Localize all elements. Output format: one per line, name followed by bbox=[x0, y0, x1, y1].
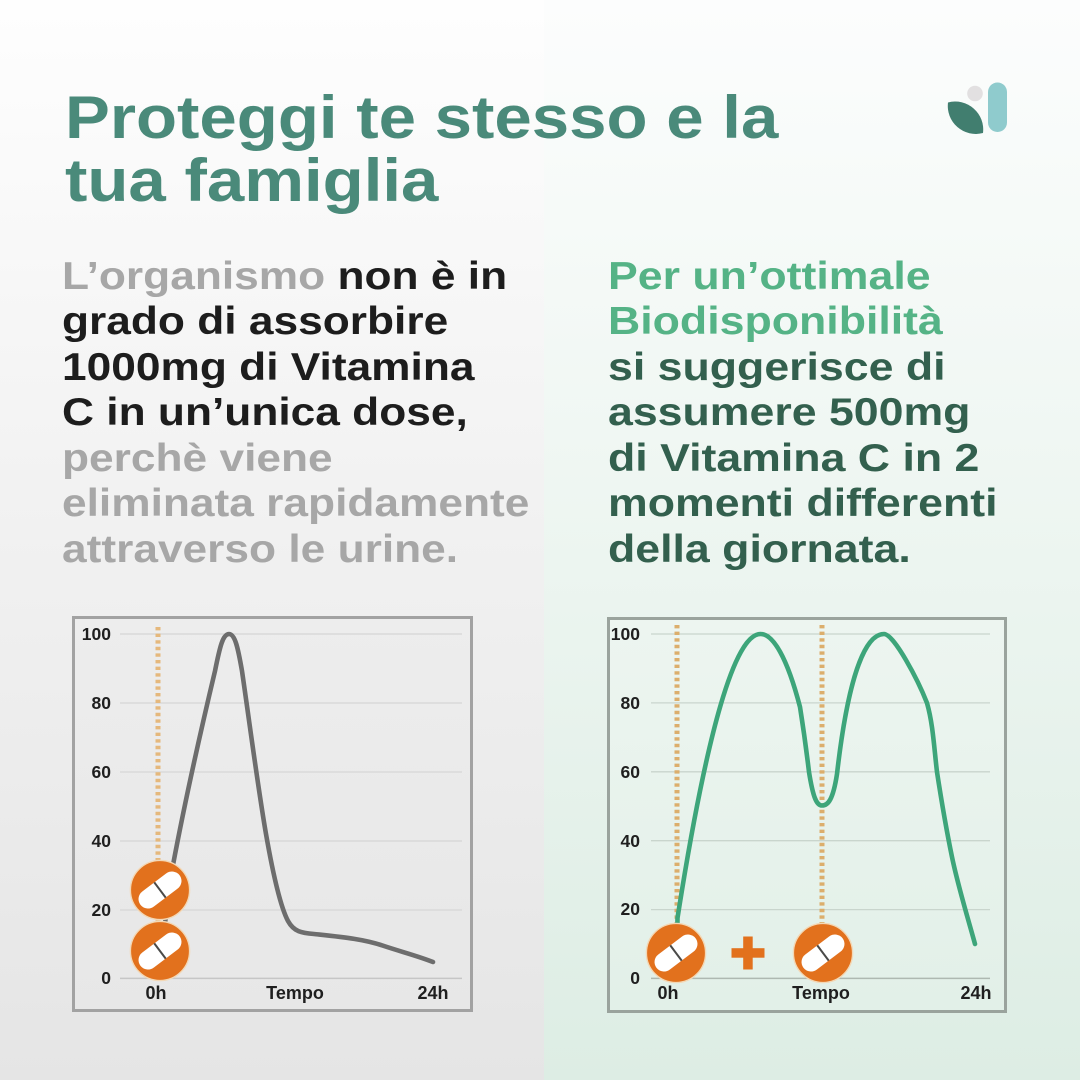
svg-text:24h: 24h bbox=[960, 983, 991, 1003]
svg-text:80: 80 bbox=[621, 693, 641, 713]
svg-text:60: 60 bbox=[92, 762, 112, 782]
svg-text:24h: 24h bbox=[417, 983, 448, 1003]
svg-text:100: 100 bbox=[611, 624, 640, 644]
svg-text:20: 20 bbox=[621, 899, 641, 919]
svg-text:0h: 0h bbox=[657, 983, 678, 1003]
svg-text:100: 100 bbox=[82, 624, 111, 644]
svg-text:20: 20 bbox=[92, 900, 112, 920]
svg-text:Tempo: Tempo bbox=[792, 983, 850, 1003]
svg-text:80: 80 bbox=[92, 693, 112, 713]
svg-text:0: 0 bbox=[101, 968, 111, 988]
svg-text:0h: 0h bbox=[145, 983, 166, 1003]
svg-text:40: 40 bbox=[92, 831, 112, 851]
svg-text:40: 40 bbox=[621, 831, 641, 851]
svg-text:0: 0 bbox=[630, 968, 640, 988]
svg-text:Tempo: Tempo bbox=[266, 983, 324, 1003]
svg-text:60: 60 bbox=[621, 762, 641, 782]
